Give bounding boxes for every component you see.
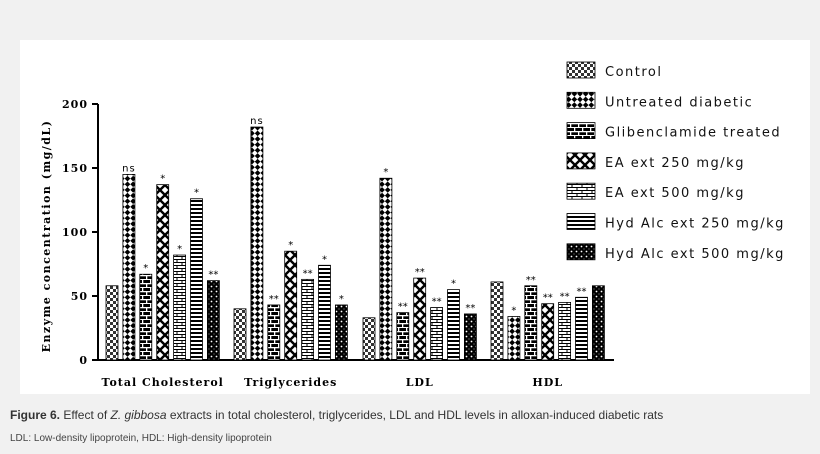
bar <box>139 273 153 361</box>
significance-label: ** <box>560 291 570 302</box>
significance-label: * <box>511 305 516 316</box>
bar <box>250 126 264 361</box>
significance-label: * <box>383 167 388 178</box>
bar <box>396 312 410 361</box>
bar <box>173 254 187 361</box>
bar-chart: 0 50 100 150 200 Enzyme concentration (mg/dL)… <box>40 61 785 389</box>
bar <box>379 177 393 361</box>
legend-label: EA ext 500 mg/kg <box>605 186 745 201</box>
legend-label: Control <box>605 65 663 80</box>
y-tick-label: 100 <box>62 226 88 239</box>
x-category-label: Total Cholesterol <box>102 376 224 389</box>
significance-label: ns <box>122 163 136 174</box>
bar <box>447 289 460 361</box>
bar <box>413 277 427 361</box>
bar <box>105 285 119 361</box>
bar <box>284 250 298 361</box>
figure-caption: Figure 6. Effect of Z. gibbosa extracts … <box>10 408 663 422</box>
legend-label: EA ext 250 mg/kg <box>605 156 745 171</box>
bar <box>490 281 504 361</box>
y-tick-label: 50 <box>71 290 88 303</box>
bar <box>190 198 203 361</box>
x-category-label: LDL <box>406 376 434 389</box>
legend-swatch <box>566 152 596 170</box>
significance-label: ** <box>398 302 408 313</box>
bar <box>430 307 444 361</box>
bar <box>267 304 281 361</box>
bar <box>575 296 588 361</box>
significance-label: ** <box>432 297 442 308</box>
significance-label: * <box>194 188 199 199</box>
figure-panel: 0 50 100 150 200 Enzyme concentration (mg/dL)… <box>20 40 810 394</box>
significance-label: * <box>322 254 327 265</box>
bar <box>541 303 555 361</box>
significance-label: ** <box>269 294 279 305</box>
significance-label: * <box>160 174 165 185</box>
legend-swatch <box>566 182 596 200</box>
legend-swatch <box>566 243 596 261</box>
bar <box>334 304 348 361</box>
significance-label: * <box>339 294 344 305</box>
figure-label: Figure 6. <box>10 408 61 422</box>
legend-label: Untreated diabetic <box>605 95 753 110</box>
y-tick-label: 200 <box>62 98 88 111</box>
bar <box>122 173 136 361</box>
significance-label: * <box>288 240 293 251</box>
caption-post: extracts in total cholesterol, triglycer… <box>166 408 664 422</box>
bar <box>206 280 220 361</box>
bar <box>318 264 331 361</box>
x-category-label: HDL <box>532 376 563 389</box>
significance-label: * <box>177 244 182 255</box>
significance-label: ** <box>543 293 553 304</box>
bar <box>558 301 571 361</box>
significance-label: ** <box>465 303 475 314</box>
x-category-label: Triglycerides <box>244 376 337 389</box>
bar <box>507 316 521 361</box>
caption-pre: Effect of <box>60 408 111 422</box>
significance-label: ** <box>415 267 425 278</box>
legend-swatch <box>566 91 596 109</box>
y-tick-label: 0 <box>79 354 88 367</box>
legend-label: Glibenclamide treated <box>605 126 781 141</box>
y-axis-label: Enzyme concentration (mg/dL) <box>40 120 53 353</box>
bar <box>463 313 477 361</box>
bar <box>362 317 376 361</box>
significance-label: * <box>143 263 148 274</box>
bar <box>592 285 605 361</box>
legend-swatch <box>566 213 596 230</box>
bar <box>156 184 170 361</box>
bar <box>301 278 315 361</box>
legend-swatch <box>566 122 596 139</box>
legend-label: Hyd Alc ext 500 mg/kg <box>605 247 785 262</box>
significance-label: * <box>451 279 456 290</box>
significance-label: ** <box>577 286 587 297</box>
significance-label: ns <box>250 116 264 127</box>
bar <box>524 285 538 361</box>
bar <box>233 308 247 361</box>
significance-label: ** <box>526 275 536 286</box>
significance-label: ** <box>208 270 218 281</box>
caption-species: Z. gibbosa <box>110 408 167 422</box>
y-tick-label: 150 <box>62 162 88 175</box>
abbreviation-note: LDL: Low-density lipoprotein, HDL: High-… <box>10 433 272 444</box>
legend-swatch <box>566 61 596 79</box>
legend-label: Hyd Alc ext 250 mg/kg <box>605 217 785 232</box>
significance-label: ** <box>303 268 313 279</box>
